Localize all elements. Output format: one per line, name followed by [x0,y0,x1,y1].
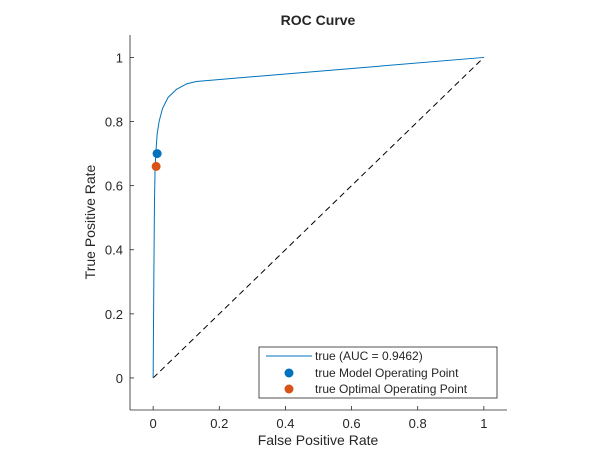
legend-entry-optimal: true Optimal Operating Point [315,382,468,396]
chart-title: ROC Curve [281,12,356,28]
legend-marker-optimal [284,384,294,394]
y-tick-label: 1 [116,50,123,65]
x-tick-label: 0.4 [276,416,294,431]
legend-marker-model [284,368,294,378]
x-tick-label: 0 [150,416,157,431]
x-tick-label: 0.6 [343,416,361,431]
model-operating-point [152,149,162,159]
x-tick-label: 1 [480,416,487,431]
x-tick-label: 0.2 [210,416,228,431]
legend-entry-curve: true (AUC = 0.9462) [315,349,423,363]
y-tick-label: 0.8 [105,115,123,130]
legend-entry-model: true Model Operating Point [315,366,459,380]
y-tick-label: 0.6 [105,179,123,194]
optimal-operating-point [151,161,161,171]
y-tick-label: 0.4 [105,243,123,258]
y-tick-label: 0.2 [105,307,123,322]
x-axis-label: False Positive Rate [258,432,379,448]
roc-curve-line [152,56,484,378]
y-axis-label: True Positive Rate [82,164,98,279]
y-tick-label: 0 [116,371,123,386]
x-tick-label: 0.8 [409,416,427,431]
legend: true (AUC = 0.9462) true Model Operating… [258,346,498,399]
diagonal-reference-line [152,57,485,379]
